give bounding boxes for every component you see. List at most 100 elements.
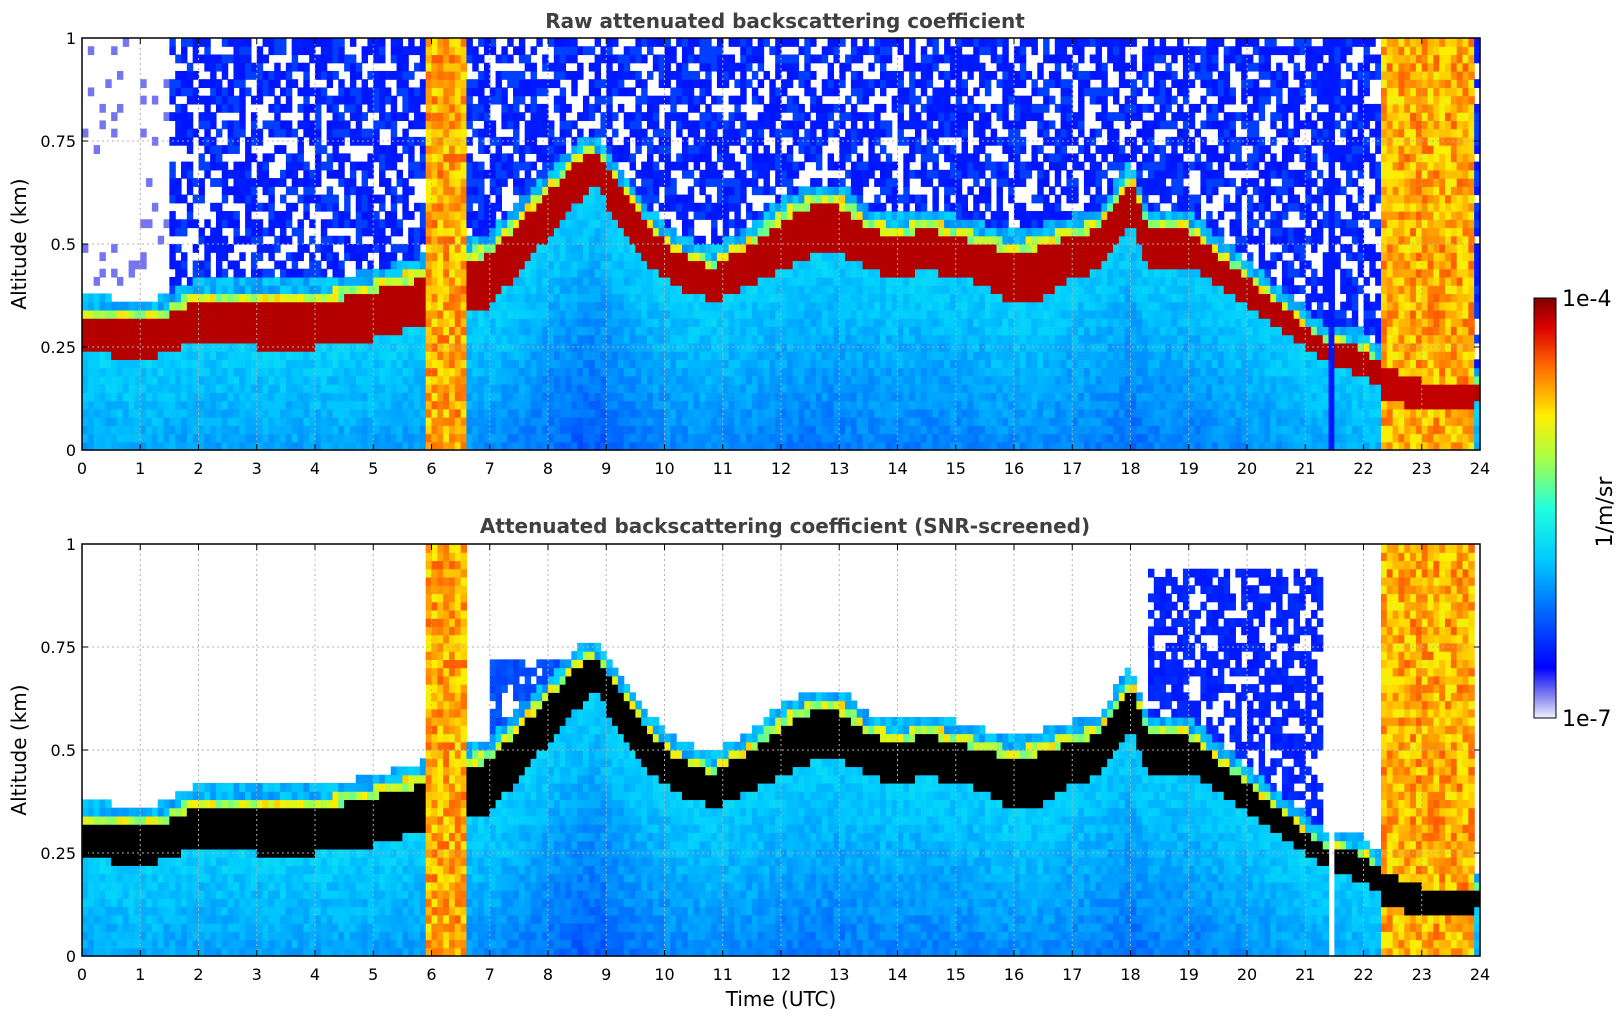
heatmap-cell xyxy=(746,62,753,72)
heatmap-cell xyxy=(361,441,369,451)
heatmap-cell xyxy=(309,54,316,64)
heatmap-cell xyxy=(105,359,112,369)
heatmap-cell xyxy=(664,70,671,80)
heatmap-cell xyxy=(221,219,229,229)
heatmap-cell xyxy=(233,186,240,196)
heatmap-cell xyxy=(396,38,403,47)
heatmap-cell xyxy=(757,128,765,138)
heatmap-cell xyxy=(740,38,747,47)
heatmap-cell xyxy=(169,276,176,286)
heatmap-cell xyxy=(454,120,462,130)
heatmap-cell xyxy=(548,260,555,270)
heatmap-cell xyxy=(542,161,549,171)
heatmap-cell xyxy=(431,244,438,253)
heatmap-cell xyxy=(466,425,473,435)
heatmap-cell xyxy=(460,375,468,385)
heatmap-cell xyxy=(326,38,334,47)
heatmap-cell xyxy=(221,301,229,311)
heatmap-cell xyxy=(262,441,269,451)
heatmap-cell xyxy=(355,161,363,171)
heatmap-cell xyxy=(204,309,211,319)
heatmap-cell xyxy=(652,276,660,286)
heatmap-cell xyxy=(87,408,95,418)
heatmap-cell xyxy=(227,384,235,393)
heatmap-cell xyxy=(746,285,753,295)
heatmap-cell xyxy=(291,227,299,237)
heatmap-cell xyxy=(722,252,730,262)
heatmap-cell xyxy=(647,202,654,212)
heatmap-cell xyxy=(274,326,281,336)
heatmap-cell xyxy=(757,120,765,130)
heatmap-cell xyxy=(425,46,433,56)
heatmap-cell xyxy=(629,285,636,295)
heatmap-cell xyxy=(332,285,339,295)
heatmap-cell xyxy=(431,79,438,89)
heatmap-cell xyxy=(769,227,776,237)
heatmap-cell xyxy=(670,408,677,418)
heatmap-cell xyxy=(326,309,334,319)
heatmap-cell xyxy=(128,392,136,402)
heatmap-cell xyxy=(303,425,310,435)
heatmap-cell xyxy=(163,112,170,121)
heatmap-cell xyxy=(355,120,363,130)
heatmap-cell xyxy=(379,359,386,369)
heatmap-cell xyxy=(542,408,549,418)
heatmap-cell xyxy=(349,79,357,89)
heatmap-cell xyxy=(315,95,322,105)
heatmap-cell xyxy=(373,219,380,229)
heatmap-cell xyxy=(559,103,567,113)
heatmap-cell xyxy=(250,301,258,311)
heatmap-cell xyxy=(181,392,188,402)
heatmap-cell xyxy=(245,54,252,64)
heatmap-cell xyxy=(157,400,165,410)
heatmap-cell xyxy=(303,334,310,344)
heatmap-cell xyxy=(303,318,310,327)
heatmap-cell xyxy=(647,169,654,179)
heatmap-cell xyxy=(548,211,555,220)
heatmap-cell xyxy=(466,95,473,105)
heatmap-cell xyxy=(746,342,753,352)
heatmap-cell xyxy=(390,38,398,47)
heatmap-cell xyxy=(140,95,147,105)
heatmap-cell xyxy=(489,326,497,336)
heatmap-cell xyxy=(198,417,205,426)
heatmap-cell xyxy=(577,186,584,196)
heatmap-cell xyxy=(454,351,462,360)
heatmap-cell xyxy=(763,441,770,451)
heatmap-cell xyxy=(553,178,561,187)
heatmap-cell xyxy=(466,433,473,443)
heatmap-cell xyxy=(588,408,596,418)
heatmap-cell xyxy=(647,351,654,360)
heatmap-cell xyxy=(192,375,200,385)
heatmap-cell xyxy=(215,301,223,311)
heatmap-cell xyxy=(105,417,112,426)
heatmap-cell xyxy=(344,178,351,187)
heatmap-cell xyxy=(268,351,275,360)
heatmap-cell xyxy=(210,120,217,130)
heatmap-cell xyxy=(524,252,532,262)
heatmap-cell xyxy=(175,425,182,435)
heatmap-cell xyxy=(87,417,95,426)
heatmap-cell xyxy=(594,161,602,171)
heatmap-cell xyxy=(711,112,718,121)
heatmap-cell xyxy=(746,441,753,451)
heatmap-cell xyxy=(280,392,287,402)
heatmap-cell xyxy=(699,384,706,393)
heatmap-cell xyxy=(349,244,357,253)
heatmap-cell xyxy=(746,268,753,278)
heatmap-cell xyxy=(198,334,205,344)
heatmap-cell xyxy=(740,318,747,327)
heatmap-cell xyxy=(390,392,398,402)
heatmap-cell xyxy=(291,54,299,64)
heatmap-cell xyxy=(641,112,648,121)
heatmap-cell xyxy=(338,38,345,47)
heatmap-cell xyxy=(414,375,421,385)
heatmap-cell xyxy=(338,359,345,369)
heatmap-cell xyxy=(186,145,194,154)
heatmap-cell xyxy=(705,367,712,377)
heatmap-cell xyxy=(652,38,660,47)
heatmap-cell xyxy=(513,441,520,451)
heatmap-cell xyxy=(221,178,229,187)
heatmap-cell xyxy=(617,103,625,113)
heatmap-cell xyxy=(716,334,724,344)
